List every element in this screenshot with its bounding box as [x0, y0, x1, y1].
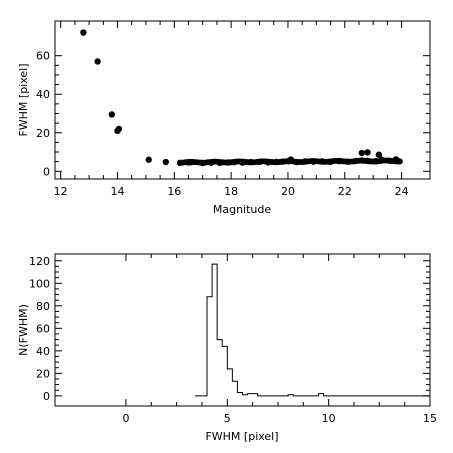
scatter-point: [378, 156, 385, 163]
y-tick-label: 80: [36, 300, 50, 313]
histogram-step-line: [194, 263, 430, 397]
scatter-point: [352, 157, 360, 165]
scatter-point: [287, 156, 294, 163]
scatter-point: [372, 157, 380, 165]
y-tick-label: 40: [36, 345, 50, 358]
scatter-point: [188, 159, 195, 166]
x-tick-label: 15: [423, 412, 437, 425]
scatter-point: [392, 156, 400, 163]
scatter-point: [335, 157, 343, 165]
scatter-point: [225, 159, 232, 166]
scatter-point: [115, 125, 123, 133]
scatter-point: [273, 158, 280, 166]
x-tick-label: 22: [338, 185, 352, 198]
scatter-panel: 12 14 16 18 20 22 24 0 20 40 60 Magnitude FWHM [pi…: [17, 20, 431, 216]
scatter-point: [279, 158, 286, 165]
scatter-point: [199, 159, 206, 167]
histogram-plot-frame: [54, 253, 431, 407]
scatter-point: [264, 159, 272, 166]
scatter-point: [327, 158, 334, 166]
scatter-point: [80, 29, 87, 36]
y-tick-label: 60: [36, 322, 50, 335]
scatter-plot-frame: [54, 20, 431, 180]
scatter-x-axis-label: Magnitude: [213, 203, 272, 216]
x-tick-label: 0: [122, 412, 129, 425]
scatter-point: [358, 157, 366, 164]
scatter-point: [364, 149, 371, 156]
histogram-x-axis-label: FWHM [pixel]: [205, 430, 278, 443]
x-tick-label: 12: [54, 185, 68, 198]
scatter-point: [208, 159, 215, 166]
scatter-point: [94, 58, 101, 65]
scatter-point: [387, 157, 394, 165]
y-tick-label: 20: [36, 367, 50, 380]
scatter-point: [239, 159, 246, 166]
histogram-axes: 0 5 10 15 0 20 40 60 80 100 120: [29, 254, 437, 425]
x-tick-label: 18: [224, 185, 238, 198]
scatter-point: [301, 158, 309, 165]
y-tick-label: 100: [29, 277, 50, 290]
scatter-point: [256, 158, 263, 166]
x-tick-label: 16: [167, 185, 181, 198]
y-tick-label: 0: [43, 390, 50, 403]
scatter-point: [176, 159, 184, 167]
scatter-point: [216, 159, 223, 167]
x-tick-label: 10: [322, 412, 336, 425]
histogram-y-axis-label: N(FWHM): [17, 304, 30, 356]
x-tick-label: 14: [111, 185, 125, 198]
scatter-point: [364, 157, 371, 164]
x-tick-label: 20: [281, 185, 295, 198]
y-tick-label: 60: [36, 50, 50, 63]
scatter-point: [108, 111, 116, 118]
x-tick-label: 24: [395, 185, 409, 198]
scatter-point: [344, 158, 351, 165]
scatter-point: [145, 156, 152, 163]
scatter-point: [162, 158, 169, 166]
x-tick-label: 5: [224, 412, 231, 425]
scatter-point: [358, 149, 366, 157]
scatter-y-axis-label: FWHM [pixel]: [17, 63, 30, 136]
y-tick-label: 120: [29, 255, 50, 268]
scatter-point: [310, 158, 317, 165]
y-tick-label: 20: [36, 127, 50, 140]
y-tick-label: 0: [43, 165, 50, 178]
scatter-point: [318, 158, 326, 165]
scatter-points: [80, 29, 403, 167]
scatter-axes: 12 14 16 18 20 22 24 0 20 40 60: [36, 21, 430, 198]
histogram-panel: 0 5 10 15 0 20 40 60 80 100 120 FWHM [pixel] N(FWH…: [17, 253, 437, 443]
y-tick-label: 40: [36, 88, 50, 101]
scatter-point: [247, 158, 255, 166]
scatter-point: [230, 159, 238, 166]
scatter-point: [375, 151, 383, 158]
scatter-point: [293, 158, 300, 166]
